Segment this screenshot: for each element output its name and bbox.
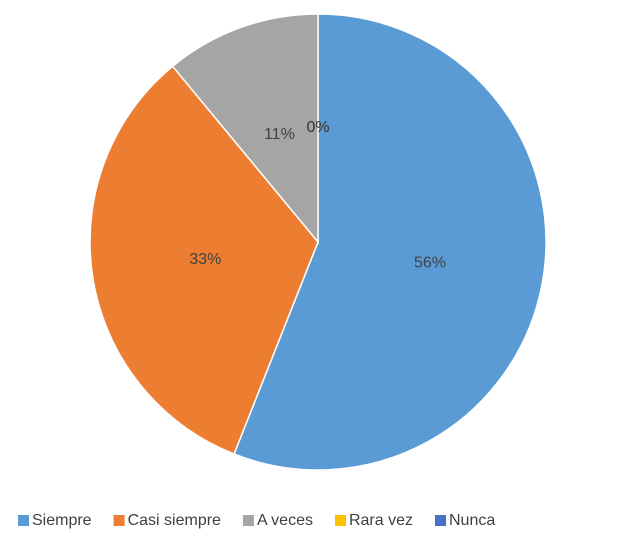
legend-swatch	[113, 515, 125, 526]
legend-label: A veces	[257, 512, 313, 529]
pie-slice	[171, 13, 319, 245]
data-label: 56%	[414, 255, 446, 272]
legend-label: Rara vez	[349, 512, 413, 529]
data-label: 11%	[264, 126, 295, 143]
pie-slice	[89, 65, 319, 455]
legend-swatch	[435, 515, 446, 526]
data-label: 0%	[306, 119, 329, 136]
legend-swatch	[334, 515, 346, 526]
legend-label: Siempre	[32, 512, 92, 529]
legend-label: Nunca	[449, 512, 495, 529]
data-label: 0%	[306, 119, 329, 136]
legend-swatch	[242, 515, 254, 526]
legend-swatch	[18, 515, 29, 526]
data-label: 33%	[189, 251, 221, 268]
legend-label: Casi siempre	[128, 512, 221, 529]
pie-slice	[233, 13, 547, 471]
